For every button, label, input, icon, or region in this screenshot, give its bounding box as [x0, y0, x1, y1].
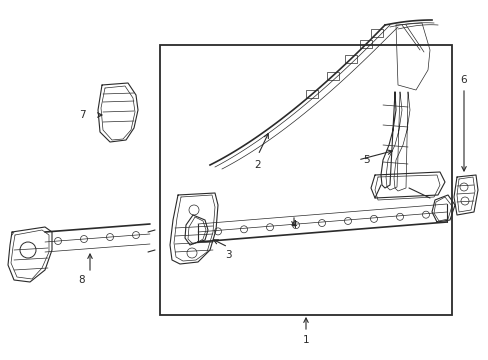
Text: 8: 8 — [79, 275, 85, 285]
Bar — [360, 40, 371, 48]
Text: 5: 5 — [362, 155, 368, 165]
Bar — [305, 90, 317, 98]
Text: 4: 4 — [290, 220, 297, 230]
Bar — [160, 45, 451, 315]
Bar — [370, 29, 382, 37]
Text: 7: 7 — [79, 110, 85, 120]
Text: 6: 6 — [460, 75, 467, 85]
Text: 2: 2 — [254, 160, 261, 170]
Text: 1: 1 — [302, 335, 309, 345]
Bar — [326, 72, 338, 80]
Text: 3: 3 — [224, 250, 231, 260]
Bar — [345, 55, 357, 63]
